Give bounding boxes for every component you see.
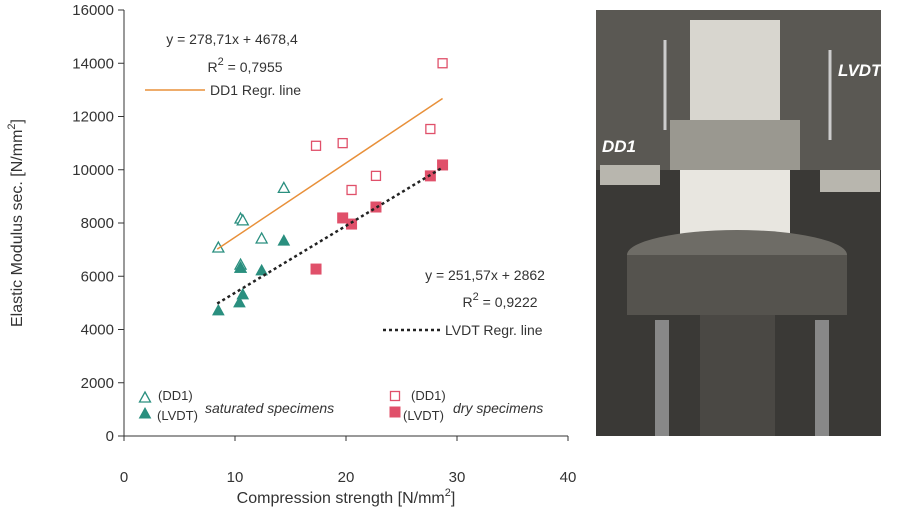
x-axis-title-text: ]: [451, 490, 455, 507]
y-axis-title-sup: 2: [6, 123, 18, 129]
group-label: dry specimens: [453, 400, 543, 416]
square-marker: [370, 201, 382, 213]
x-tick-label: 40: [560, 469, 577, 486]
x-axis-title-text: Compression strength [N/mm: [237, 490, 445, 507]
triangle-marker: [212, 303, 225, 316]
clamp: [670, 120, 800, 170]
lvdt-block: [820, 170, 880, 192]
r2-text: R: [462, 294, 472, 310]
triangle-marker: [277, 234, 291, 246]
y-tick-label: 4000: [81, 322, 114, 339]
regression-line: [216, 166, 444, 305]
legend-marker: [389, 390, 401, 402]
photo-label: LVDT: [838, 61, 883, 80]
r2-text: = 0,9222: [479, 294, 538, 310]
y-tick-label: 14000: [72, 55, 114, 72]
piston: [700, 315, 775, 436]
square-marker: [370, 170, 382, 182]
x-tick-label: 10: [227, 469, 244, 486]
equation: y = 251,57x + 2862: [425, 267, 545, 283]
y-axis-title-text: ]: [9, 119, 26, 123]
legend-label: (LVDT): [403, 408, 444, 423]
square-marker: [310, 263, 322, 275]
legend-label: (LVDT): [157, 408, 198, 423]
triangle-marker: [236, 287, 250, 300]
y-tick-label: 10000: [72, 162, 114, 179]
y-tick-label: 2000: [81, 375, 114, 392]
triangle-marker: [233, 295, 246, 308]
dd1-block: [600, 165, 660, 185]
triangle-marker: [255, 231, 269, 244]
regression-line: [216, 97, 443, 250]
x-axis-title-sup: 2: [445, 487, 451, 499]
photo-label: DD1: [602, 137, 636, 156]
x-tick-label: 20: [338, 469, 355, 486]
leg: [655, 320, 669, 436]
legend-label: (DD1): [158, 388, 193, 403]
legend-marker: [138, 406, 152, 419]
y-axis-title-text: Elastic Modulus sec. [N/mm: [9, 130, 26, 327]
square-marker: [346, 184, 357, 196]
group-label: saturated specimens: [205, 400, 334, 416]
triangle-marker: [236, 213, 250, 226]
triangle-marker: [211, 240, 225, 253]
y-tick-label: 0: [106, 428, 114, 445]
leg: [815, 320, 829, 436]
base: [627, 255, 847, 315]
y-tick-label: 16000: [72, 2, 114, 19]
y-tick-label: 12000: [72, 109, 114, 126]
r2-sup: 2: [473, 291, 479, 303]
r2-text: R: [207, 59, 217, 75]
square-marker: [337, 212, 349, 224]
x-tick-label: 0: [120, 469, 128, 486]
x-axis-title: Compression strength [N/mm2]: [237, 487, 456, 507]
legend-label: (DD1): [411, 388, 446, 403]
r-squared: R2 = 0,7955: [207, 56, 282, 75]
legend-marker: [138, 390, 152, 403]
y-axis-title: Elastic Modulus sec. [N/mm2]: [6, 119, 26, 327]
r2-text: = 0,7955: [224, 59, 283, 75]
legend-label: LVDT Regr. line: [445, 322, 543, 338]
photo: DD1 LVDT: [596, 10, 883, 436]
square-marker: [437, 58, 448, 69]
y-tick-label: 8000: [81, 215, 114, 232]
legend-label: DD1 Regr. line: [210, 82, 301, 98]
triangle-marker: [277, 181, 291, 194]
square-marker: [310, 140, 322, 151]
y-tick-label: 6000: [81, 268, 114, 285]
x-tick-label: 30: [449, 469, 466, 486]
square-marker: [346, 218, 358, 230]
r-squared: R2 = 0,9222: [462, 291, 537, 310]
legend-marker: [389, 406, 401, 418]
square-marker: [425, 123, 436, 135]
r2-sup: 2: [218, 56, 224, 68]
equation: y = 278,71x + 4678,4: [166, 31, 298, 47]
triangle-marker: [255, 263, 268, 276]
square-marker: [437, 159, 449, 171]
square-marker: [337, 137, 348, 149]
triangle-marker: [234, 261, 247, 273]
